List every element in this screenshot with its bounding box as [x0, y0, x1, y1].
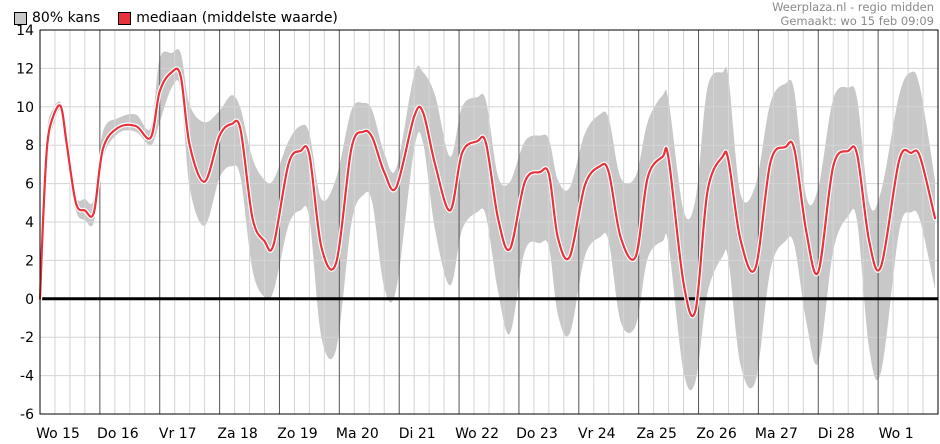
band-swatch: [14, 11, 27, 25]
x-tick-label: Vr 24: [578, 426, 616, 442]
x-tick-label: Ma 20: [336, 426, 379, 442]
y-tick-label: 2: [25, 253, 34, 269]
x-tick-label: Do 16: [97, 426, 139, 442]
credits-made: Gemaakt: wo 15 feb 09:09: [780, 14, 934, 28]
x-tick-label: Zo 19: [277, 426, 317, 442]
credits: Weerplaza.nl - regio midden Gemaakt: wo …: [772, 0, 934, 28]
legend-item-band: 80% kans: [14, 10, 100, 26]
x-tick-label: Vr 17: [159, 426, 197, 442]
x-tick-label: Wo 15: [36, 426, 80, 442]
legend-label-median: mediaan (middelste waarde): [136, 10, 338, 26]
axis-layer: [39, 29, 939, 415]
legend: 80% kans mediaan (middelste waarde): [14, 8, 356, 28]
x-tick-label: Ma 27: [755, 426, 798, 442]
y-tick-label: -4: [20, 369, 34, 385]
x-tick-label: Wo 22: [455, 426, 499, 442]
y-tick-label: -6: [20, 407, 34, 423]
y-tick-label: 10: [16, 100, 34, 116]
confidence-band-layer: [40, 48, 935, 391]
y-tick-label: 14: [16, 23, 34, 39]
tick-label-layer: -6 -4 -2 0 2 4 6 8 10 12 14 Wo 15 Do 16 Vr 17 Za 18 Zo …: [16, 23, 913, 442]
x-tick-label: Do 23: [516, 426, 558, 442]
x-tick-label: Wo 1: [879, 426, 914, 442]
x-tick-label: Di 28: [818, 426, 855, 442]
x-tick-label: Za 25: [636, 426, 676, 442]
median-swatch: [118, 11, 132, 25]
x-tick-label: Zo 26: [696, 426, 737, 442]
y-tick-label: 8: [25, 138, 34, 154]
confidence-band: [40, 48, 935, 391]
legend-item-median: mediaan (middelste waarde): [118, 10, 338, 26]
legend-label-band: 80% kans: [32, 10, 101, 26]
y-tick-label: 0: [25, 292, 34, 308]
median-line: [38, 67, 937, 318]
y-tick-label: 12: [16, 61, 34, 77]
plot-frame: [39, 29, 939, 415]
x-tick-label: Za 18: [217, 426, 257, 442]
credits-source: Weerplaza.nl - regio midden: [772, 0, 934, 14]
median-line-layer: [37, 66, 938, 319]
y-tick-label: -2: [20, 330, 34, 346]
y-tick-label: 4: [25, 215, 34, 231]
x-tick-label: Di 21: [399, 426, 436, 442]
y-tick-label: 6: [25, 177, 34, 193]
